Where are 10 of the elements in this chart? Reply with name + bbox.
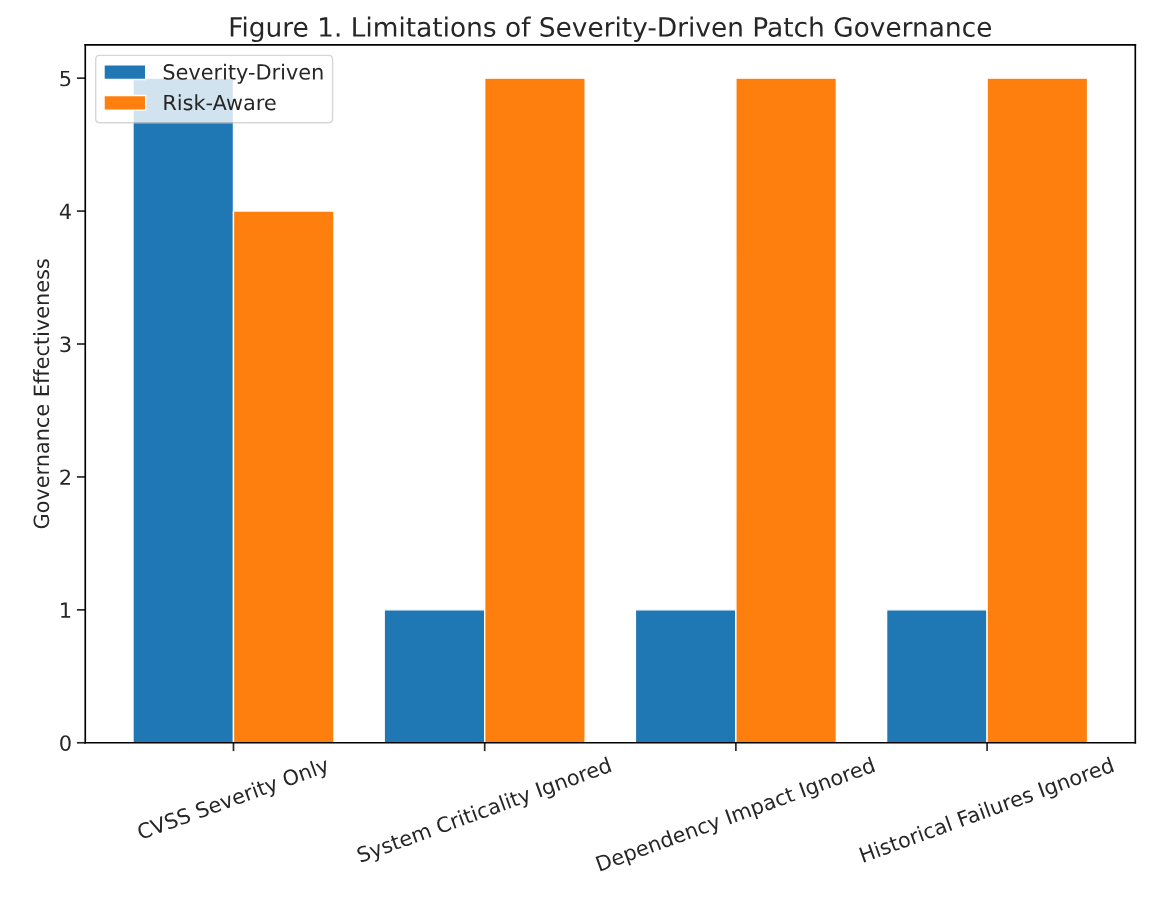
y-tick-label: 1 (61, 602, 71, 618)
legend-label: Severity-Driven (163, 63, 323, 84)
y-tick-label: 0 (60, 735, 71, 751)
legend-label: Risk-Aware (164, 94, 276, 111)
chart-title: Figure 1. Limitations of Severity-Driven Patch Governance (230, 16, 991, 43)
y-tick-label: 5 (60, 70, 71, 87)
y-tick-label: 4 (59, 203, 71, 219)
y-axis-title: Governance Effectiveness (33, 259, 50, 529)
y-tick-label: 3 (60, 336, 71, 353)
y-tick-label: 2 (60, 469, 70, 485)
